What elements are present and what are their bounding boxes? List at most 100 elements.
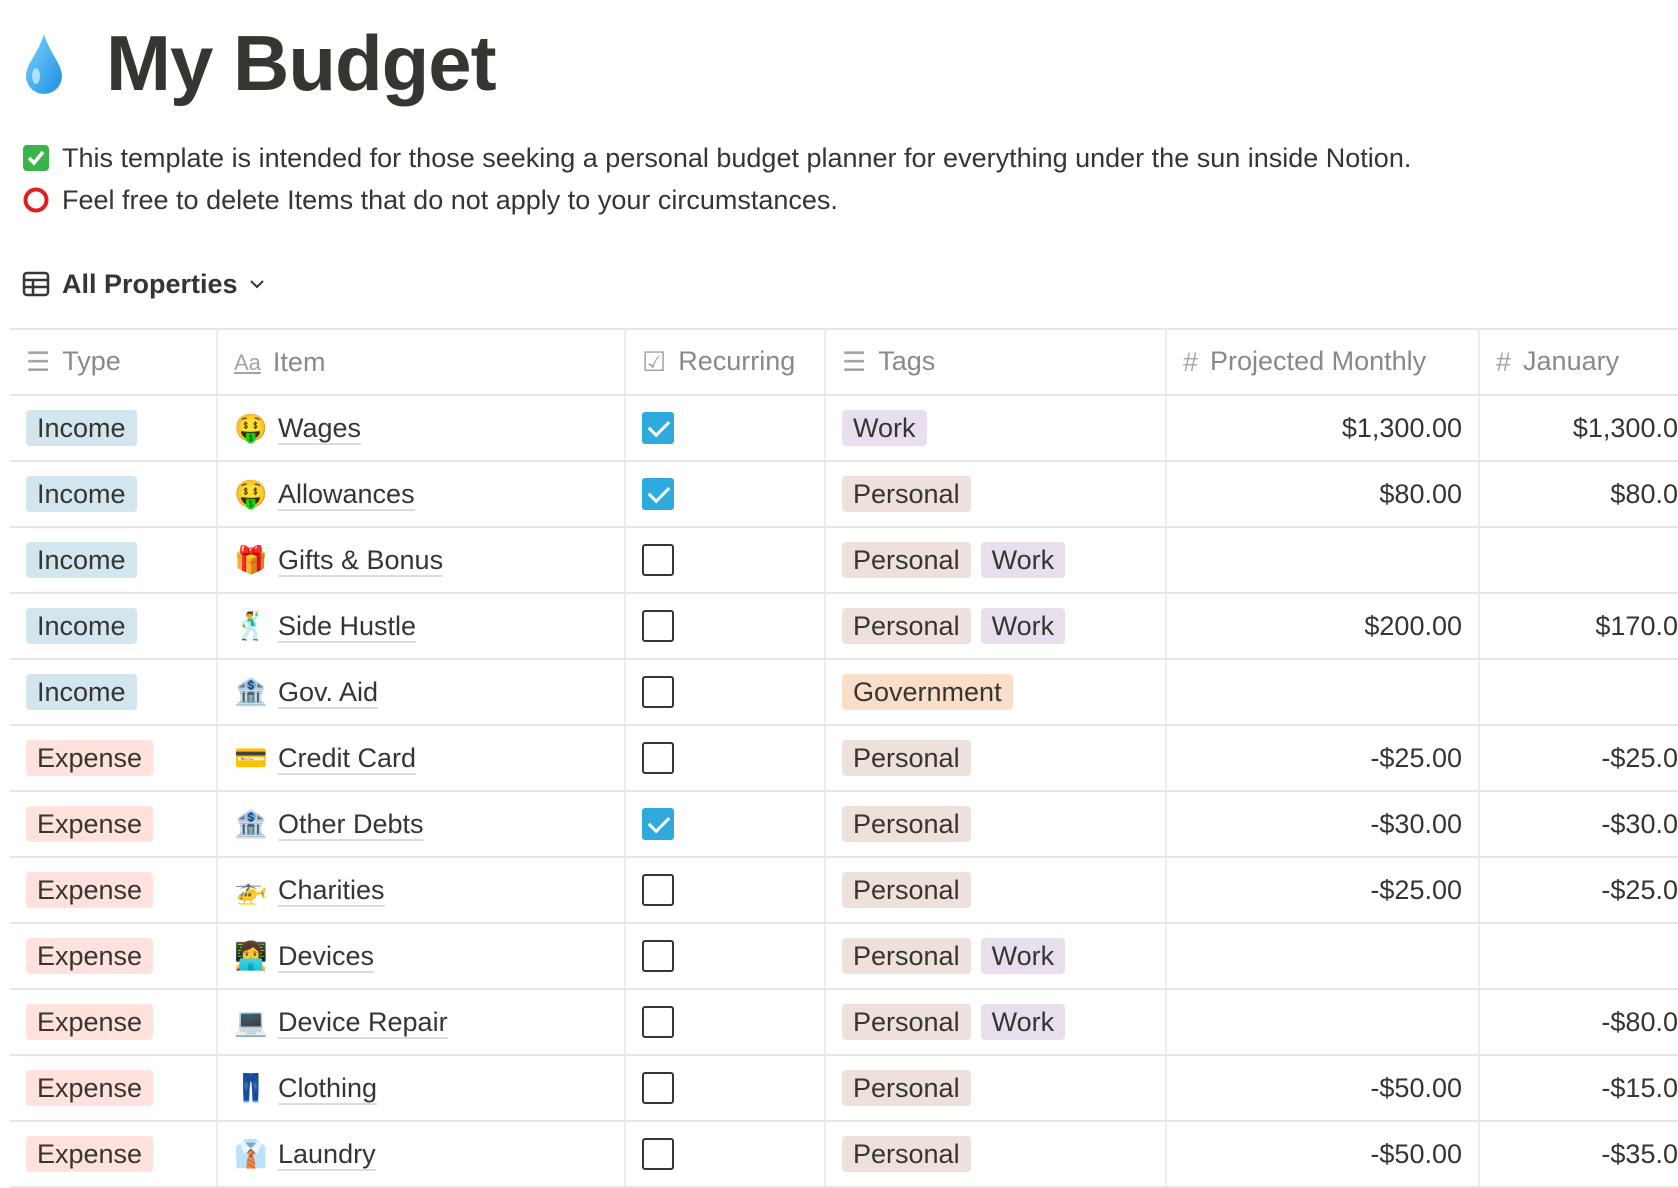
type-cell[interactable]: Income xyxy=(10,526,218,594)
type-cell[interactable]: Income xyxy=(10,592,218,660)
item-name-link[interactable]: Allowances xyxy=(278,479,415,511)
table-row[interactable]: Expense 👩‍💻 Devices Personal Work xyxy=(10,922,1678,990)
page-title[interactable]: My Budget xyxy=(106,18,497,107)
projected-monthly-cell[interactable]: $1,300.00 xyxy=(1166,394,1480,462)
recurring-checkbox[interactable] xyxy=(642,478,674,511)
tags-cell[interactable]: Work xyxy=(825,394,1167,462)
item-name-link[interactable]: Clothing xyxy=(278,1073,378,1105)
item-cell[interactable]: 🕺 Side Hustle xyxy=(217,592,626,660)
recurring-checkbox[interactable] xyxy=(642,940,674,973)
type-cell[interactable]: Income xyxy=(10,394,218,462)
projected-monthly-cell[interactable]: -$50.00 xyxy=(1166,1054,1480,1122)
projected-monthly-cell[interactable]: $200.00 xyxy=(1166,592,1480,660)
january-cell[interactable]: $170.00 xyxy=(1479,592,1678,660)
column-header-january[interactable]: # January xyxy=(1479,328,1678,396)
type-cell[interactable]: Income xyxy=(10,460,218,528)
projected-monthly-cell[interactable]: -$25.00 xyxy=(1166,856,1480,924)
table-row[interactable]: Income 🕺 Side Hustle Personal Work $200.00… xyxy=(10,592,1678,660)
item-name-link[interactable]: Side Hustle xyxy=(278,611,417,643)
recurring-checkbox[interactable] xyxy=(642,874,674,907)
tags-cell[interactable]: Personal Work xyxy=(825,922,1167,990)
recurring-checkbox[interactable] xyxy=(642,1072,674,1105)
item-cell[interactable]: 💻 Device Repair xyxy=(217,988,626,1056)
january-cell[interactable]: -$80.00 xyxy=(1479,988,1678,1056)
column-header-projected-monthly[interactable]: # Projected Monthly xyxy=(1166,328,1480,396)
table-row[interactable]: Income 🤑 Allowances Personal $80.00 $80.0… xyxy=(10,460,1678,528)
january-cell[interactable]: $1,300.00 xyxy=(1479,394,1678,462)
item-name-link[interactable]: Credit Card xyxy=(278,743,417,775)
january-cell[interactable]: -$25.00 xyxy=(1479,724,1678,792)
recurring-checkbox[interactable] xyxy=(642,544,674,577)
projected-monthly-cell[interactable] xyxy=(1166,988,1480,1056)
item-name-link[interactable]: Device Repair xyxy=(278,1007,448,1039)
item-cell[interactable]: 👔 Laundry xyxy=(217,1120,626,1188)
january-cell[interactable]: -$25.00 xyxy=(1479,856,1678,924)
january-cell[interactable]: -$35.00 xyxy=(1479,1120,1678,1188)
item-cell[interactable]: 🎁 Gifts & Bonus xyxy=(217,526,626,594)
tags-cell[interactable]: Personal xyxy=(825,460,1167,528)
item-name-link[interactable]: Devices xyxy=(278,941,375,973)
item-cell[interactable]: 👖 Clothing xyxy=(217,1054,626,1122)
recurring-checkbox[interactable] xyxy=(642,412,674,445)
type-cell[interactable]: Income xyxy=(10,658,218,726)
table-row[interactable]: Income 🎁 Gifts & Bonus Personal Work xyxy=(10,526,1678,594)
view-selector[interactable]: All Properties xyxy=(22,264,280,304)
projected-monthly-cell[interactable] xyxy=(1166,658,1480,726)
january-cell[interactable]: -$15.00 xyxy=(1479,1054,1678,1122)
type-cell[interactable]: Expense xyxy=(10,724,218,792)
projected-monthly-cell[interactable]: -$30.00 xyxy=(1166,790,1480,858)
tags-cell[interactable]: Personal xyxy=(825,1054,1167,1122)
item-name-link[interactable]: Charities xyxy=(278,875,385,907)
column-header-recurring[interactable]: ☑ Recurring xyxy=(625,328,826,396)
recurring-checkbox[interactable] xyxy=(642,1138,674,1171)
item-cell[interactable]: 🏦 Other Debts xyxy=(217,790,626,858)
item-cell[interactable]: 💳 Credit Card xyxy=(217,724,626,792)
table-row[interactable]: Expense 🚁 Charities Personal -$25.00 -$25… xyxy=(10,856,1678,924)
item-name-link[interactable]: Laundry xyxy=(278,1139,376,1171)
january-cell[interactable]: -$30.00 xyxy=(1479,790,1678,858)
tags-cell[interactable]: Government xyxy=(825,658,1167,726)
item-name-link[interactable]: Wages xyxy=(278,413,362,445)
item-cell[interactable]: 🤑 Allowances xyxy=(217,460,626,528)
column-header-item[interactable]: Aa Item xyxy=(217,328,626,396)
projected-monthly-cell[interactable]: $80.00 xyxy=(1166,460,1480,528)
projected-monthly-cell[interactable] xyxy=(1166,922,1480,990)
tags-cell[interactable]: Personal xyxy=(825,724,1167,792)
type-cell[interactable]: Expense xyxy=(10,856,218,924)
type-cell[interactable]: Expense xyxy=(10,790,218,858)
type-cell[interactable]: Expense xyxy=(10,1120,218,1188)
projected-monthly-cell[interactable]: -$50.00 xyxy=(1166,1120,1480,1188)
type-cell[interactable]: Expense xyxy=(10,1054,218,1122)
table-row[interactable]: Expense 👔 Laundry Personal -$50.00 -$35.0… xyxy=(10,1120,1678,1188)
table-row[interactable]: Expense 💳 Credit Card Personal -$25.00 -$… xyxy=(10,724,1678,792)
type-cell[interactable]: Expense xyxy=(10,922,218,990)
projected-monthly-cell[interactable] xyxy=(1166,526,1480,594)
january-cell[interactable] xyxy=(1479,526,1678,594)
table-row[interactable]: Expense 💻 Device Repair Personal Work -$80… xyxy=(10,988,1678,1056)
table-row[interactable]: Income 🤑 Wages Work $1,300.00 $1,300.00 xyxy=(10,394,1678,462)
recurring-checkbox[interactable] xyxy=(642,1006,674,1039)
tags-cell[interactable]: Personal Work xyxy=(825,526,1167,594)
tags-cell[interactable]: Personal Work xyxy=(825,988,1167,1056)
recurring-checkbox[interactable] xyxy=(642,676,674,709)
item-cell[interactable]: 🤑 Wages xyxy=(217,394,626,462)
recurring-checkbox[interactable] xyxy=(642,742,674,775)
item-cell[interactable]: 👩‍💻 Devices xyxy=(217,922,626,990)
tags-cell[interactable]: Personal xyxy=(825,1120,1167,1188)
recurring-checkbox[interactable] xyxy=(642,610,674,643)
type-cell[interactable]: Expense xyxy=(10,988,218,1056)
table-row[interactable]: Income 🏦 Gov. Aid Government xyxy=(10,658,1678,726)
january-cell[interactable]: $80.00 xyxy=(1479,460,1678,528)
january-cell[interactable] xyxy=(1479,922,1678,990)
item-cell[interactable]: 🏦 Gov. Aid xyxy=(217,658,626,726)
january-cell[interactable] xyxy=(1479,658,1678,726)
column-header-tags[interactable]: ☰ Tags xyxy=(825,328,1167,396)
item-name-link[interactable]: Other Debts xyxy=(278,809,424,841)
column-header-type[interactable]: ☰ Type xyxy=(10,328,218,396)
table-row[interactable]: Expense 👖 Clothing Personal -$50.00 -$15.… xyxy=(10,1054,1678,1122)
table-row[interactable]: Expense 🏦 Other Debts Personal -$30.00 -$… xyxy=(10,790,1678,858)
projected-monthly-cell[interactable]: -$25.00 xyxy=(1166,724,1480,792)
tags-cell[interactable]: Personal xyxy=(825,790,1167,858)
tags-cell[interactable]: Personal Work xyxy=(825,592,1167,660)
item-name-link[interactable]: Gov. Aid xyxy=(278,677,379,709)
